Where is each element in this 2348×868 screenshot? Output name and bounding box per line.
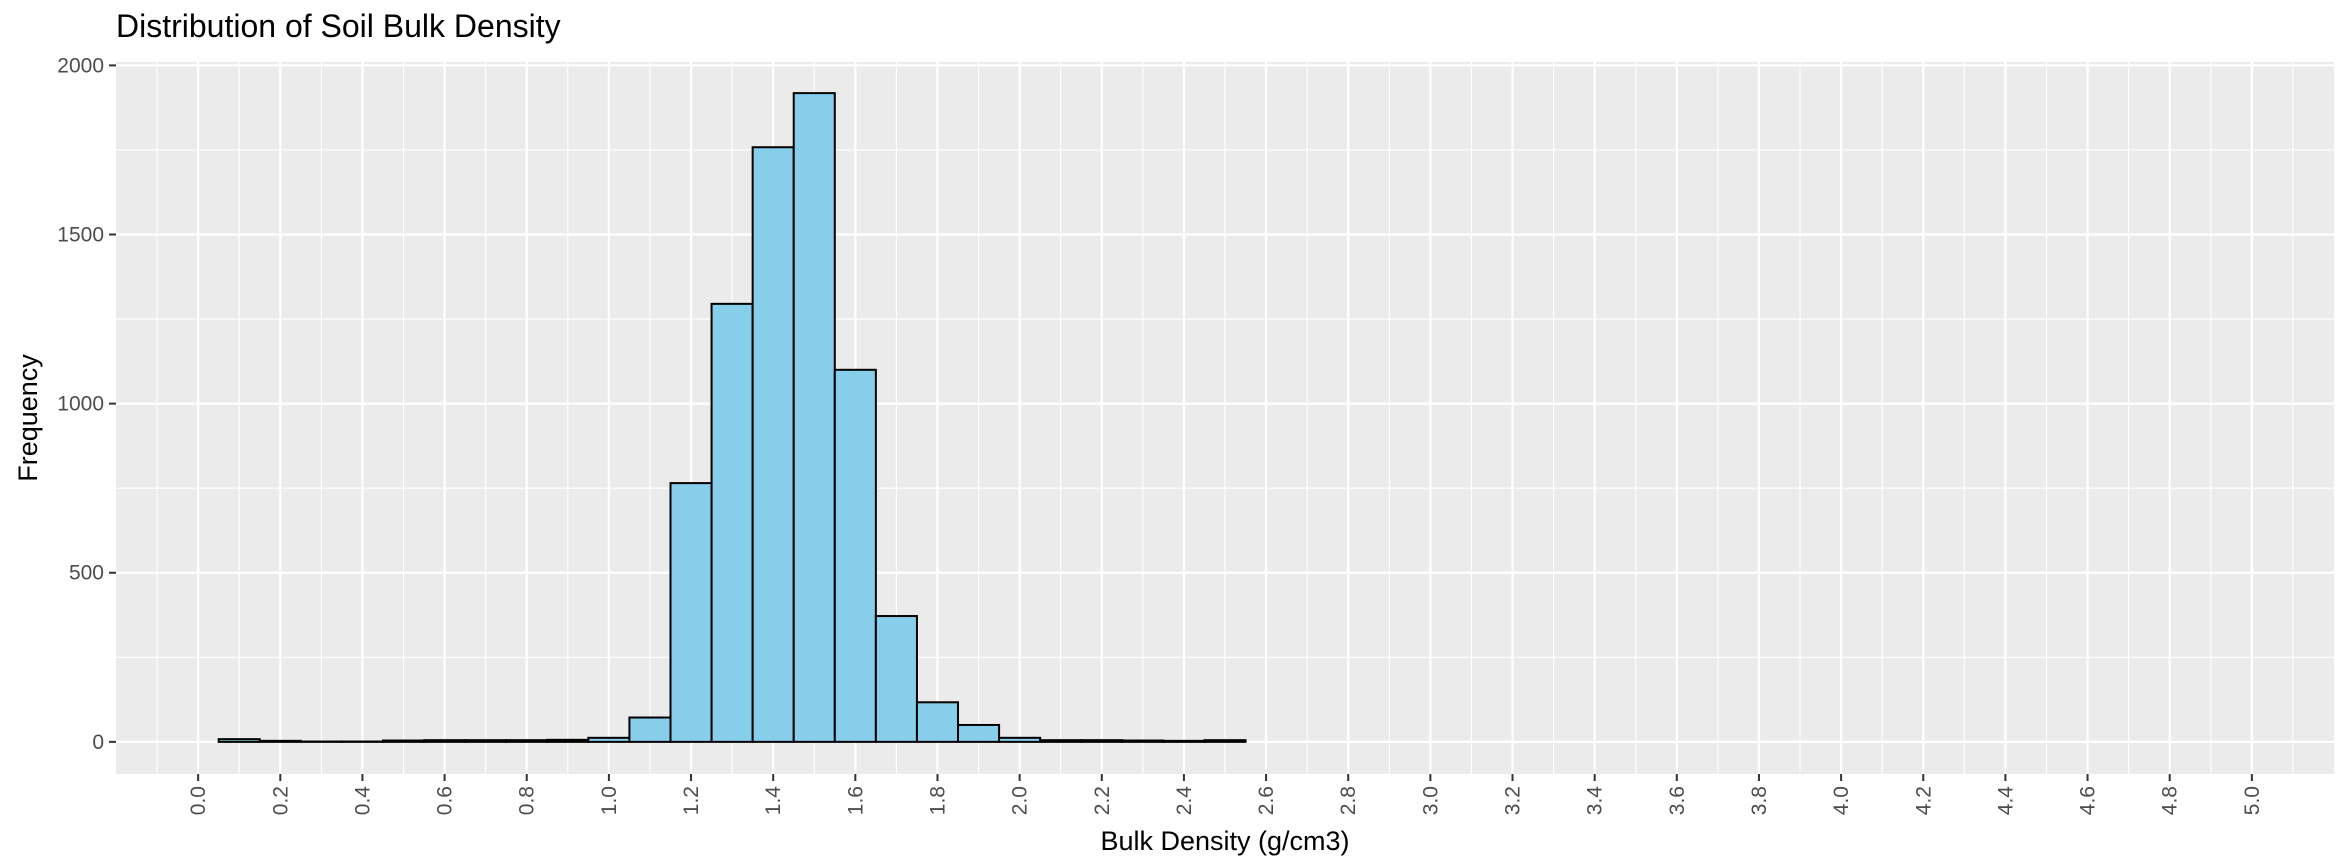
histogram-bar: [423, 739, 467, 743]
x-tick-label: 0.6: [434, 786, 457, 815]
x-tick-label: 0.8: [516, 786, 539, 815]
x-tick-label: 4.4: [1994, 786, 2017, 816]
histogram-bar: [1162, 739, 1206, 743]
x-tick-label: 2.8: [1337, 786, 1360, 815]
x-tick-label: 1.2: [680, 786, 703, 815]
histogram-bar: [464, 739, 508, 743]
x-tick-label: 0.4: [351, 786, 374, 816]
histogram-bar: [751, 146, 795, 743]
histogram-bar: [1203, 739, 1247, 743]
histogram-bar: [217, 738, 261, 743]
x-tick-label: 3.6: [1666, 786, 1689, 815]
x-tick-label: 3.8: [1748, 786, 1771, 815]
histogram-bar: [915, 701, 960, 743]
histogram-bar: [587, 736, 631, 743]
x-tick-label: 1.4: [762, 786, 785, 816]
x-tick-label: 4.2: [1912, 786, 1935, 815]
x-tick-label: 3.2: [1502, 786, 1525, 815]
y-tick-label: 0: [92, 731, 104, 754]
histogram-bar: [1121, 739, 1165, 743]
x-tick-label: 0.0: [187, 786, 210, 815]
histogram-bar: [628, 716, 672, 743]
x-tick-label: 1.8: [926, 786, 949, 815]
x-tick-label: 3.4: [1584, 786, 1607, 816]
y-axis-title: Frequency: [13, 354, 43, 482]
y-tick-label: 1000: [57, 393, 104, 416]
histogram-bar: [1080, 739, 1124, 743]
histogram-bar: [710, 302, 754, 743]
y-tick-label: 500: [69, 562, 104, 585]
histogram-bar: [505, 739, 549, 743]
y-tick-label: 1500: [57, 224, 104, 247]
histogram-bar: [258, 739, 302, 743]
histogram-bar: [669, 482, 713, 743]
x-tick-label: 2.0: [1009, 786, 1032, 815]
x-tick-label: 4.0: [1830, 786, 1853, 815]
x-tick-label: 2.2: [1091, 786, 1114, 815]
x-axis-title: Bulk Density (g/cm3): [1100, 826, 1349, 856]
x-tick-label: 5.0: [2241, 786, 2264, 815]
histogram-bar: [957, 723, 1001, 743]
chart-title: Distribution of Soil Bulk Density: [116, 8, 561, 44]
x-tick-label: 1.0: [598, 786, 621, 815]
x-tick-label: 4.8: [2159, 786, 2182, 815]
x-tick-label: 3.0: [1419, 786, 1442, 815]
histogram-bar: [1039, 739, 1083, 743]
x-tick-label: 2.6: [1255, 786, 1278, 815]
histogram-bar: [874, 615, 918, 743]
histogram-bar: [998, 736, 1042, 743]
x-tick-label: 2.4: [1173, 786, 1196, 816]
x-tick-label: 4.6: [2077, 786, 2100, 815]
histogram-bar: [381, 739, 426, 743]
y-tick-label: 2000: [57, 54, 104, 77]
x-tick-label: 0.2: [269, 786, 292, 815]
histogram-bar: [792, 92, 836, 743]
histogram-bar: [833, 368, 877, 743]
x-tick-label: 1.6: [844, 786, 867, 815]
histogram-bar: [546, 738, 590, 743]
